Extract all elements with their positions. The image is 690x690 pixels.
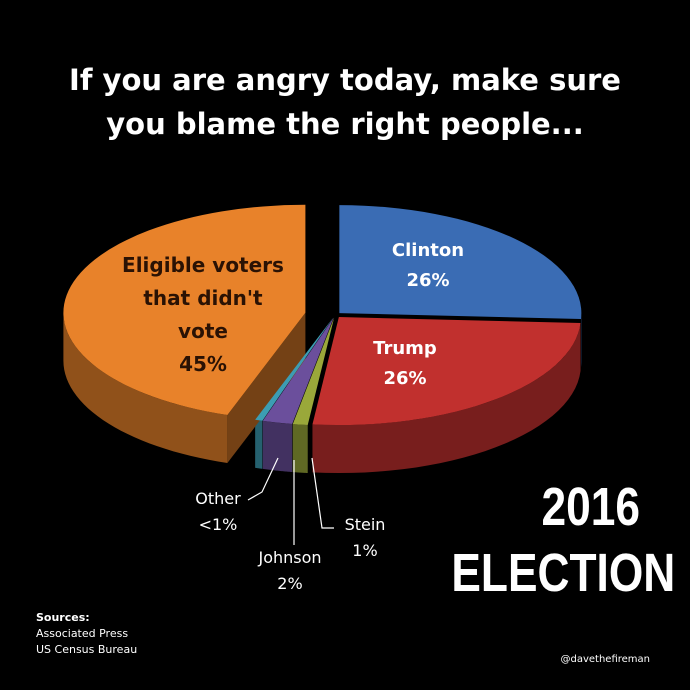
slice <box>262 317 334 425</box>
category-label: Trump <box>373 338 437 359</box>
slice-label: Johnson 2% <box>258 545 321 597</box>
value-label: 1% <box>352 541 378 560</box>
leader-line <box>311 457 334 529</box>
slice-side <box>312 322 581 474</box>
value-label: <1% <box>198 515 238 534</box>
annotation: 2016 ELECTION <box>451 477 676 603</box>
source-line: US Census Bureau <box>36 643 138 656</box>
credit: @davethefireman <box>560 654 650 665</box>
slice <box>339 205 582 320</box>
value-label: 45% <box>179 352 227 376</box>
category-label: Other <box>195 489 241 508</box>
slice-side <box>255 419 263 469</box>
slice-side <box>262 420 293 473</box>
slice-label: Clinton 26% <box>392 236 464 296</box>
leader-line <box>247 457 279 501</box>
pie <box>63 204 582 474</box>
slice <box>312 317 581 426</box>
slice-side <box>227 312 306 464</box>
slice-label: Eligible voters that didn't vote 45% <box>118 249 288 381</box>
category-label: Clinton <box>391 240 465 261</box>
source-line: Associated Press <box>36 627 129 640</box>
sources-heading: Sources: <box>36 611 90 624</box>
value-label: 2% <box>277 574 303 593</box>
category-label: Stein <box>344 515 386 534</box>
slice-label: Trump 26% <box>373 334 437 394</box>
sources: Sources: Associated Press US Census Bure… <box>36 610 137 658</box>
slice <box>255 317 334 421</box>
category-label: Eligible voters that didn't vote <box>122 253 284 343</box>
slice-label: Other <1% <box>195 486 240 538</box>
leader-lines <box>247 457 334 545</box>
value-label: 26% <box>383 368 427 389</box>
chart-title: If you are angry today, make sure you bl… <box>69 63 621 141</box>
slice <box>63 204 306 416</box>
slice-label: Stein 1% <box>345 512 386 564</box>
slice <box>292 317 335 426</box>
value-label: 26% <box>406 270 450 291</box>
category-label: Johnson <box>258 548 322 567</box>
slice-side <box>63 312 228 464</box>
slice-side <box>292 424 308 474</box>
